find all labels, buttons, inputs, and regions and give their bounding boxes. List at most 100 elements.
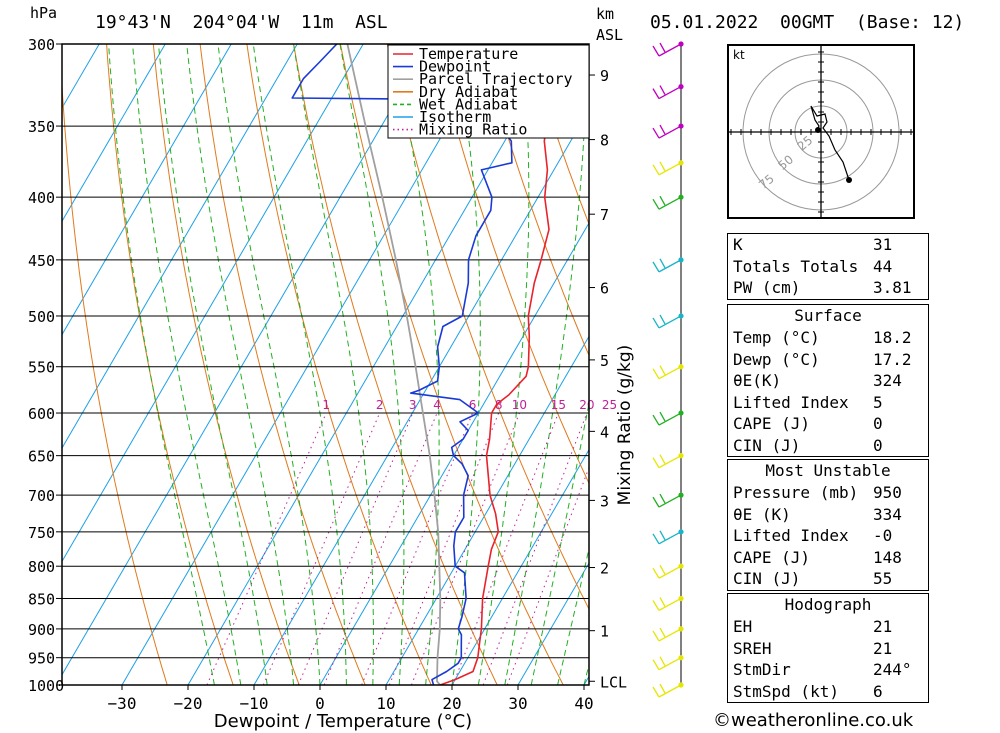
stat-label: θE(K): [733, 371, 782, 390]
isotherm-line: [385, 335, 589, 685]
stat-value: 3.81: [873, 278, 912, 297]
most-unstable-title: Most Unstable: [765, 461, 891, 480]
pressure-tick-label: 600: [28, 405, 55, 423]
hodograph-ring-label: 25: [795, 133, 816, 154]
height-tick-label: 8: [600, 132, 609, 150]
dry-adiabat-line: [106, 44, 234, 685]
x-tick-label: 0: [315, 694, 325, 713]
pressure-unit-label: hPa: [30, 4, 58, 22]
wind-barb: [652, 84, 684, 100]
most-unstable-panel: Most Unstable Pressure (mb) 950 θE (K) 334 L…: [727, 459, 929, 591]
pressure-tick-label: 700: [28, 487, 55, 505]
dry-adiabat-line: [715, 44, 720, 685]
mixing-ratio-axis-title: Mixing Ratio (g/kg): [615, 345, 635, 506]
dry-adiabat-line: [62, 76, 168, 685]
stat-value: 17.2: [873, 349, 912, 369]
wind-barb: [652, 194, 684, 210]
wet-adiabat-line: [339, 44, 405, 685]
dry-adiabat-line: [433, 44, 589, 485]
stat-label: Temp (°C): [733, 328, 820, 347]
stat-row: PW (cm) 3.81: [728, 277, 928, 299]
dry-adiabat-line: [480, 44, 589, 357]
x-tick-label: −30: [108, 694, 137, 713]
pressure-tick-label: 500: [28, 308, 55, 326]
legend-label: Dry Adiabat: [419, 83, 518, 101]
mixing-ratio-label: 4: [433, 398, 441, 412]
stat-row: Totals Totals 44: [728, 256, 928, 278]
isotherm-line: [451, 448, 589, 685]
hodograph-stats-panel: Hodograph EH 21 SREH 21 StmDir 244° StmSpd (kt…: [727, 593, 929, 703]
stat-label: SREH: [733, 638, 772, 658]
plot-frame: [61, 43, 590, 686]
isotherm-line: [253, 108, 589, 685]
height-unit-asl: ASL: [596, 26, 624, 44]
stat-label: Pressure (mb): [733, 483, 859, 502]
parcel-trajectory-curve: [346, 44, 442, 685]
stat-value: 21: [873, 617, 893, 636]
stat-value: 244°: [873, 660, 912, 679]
mixing-ratio-label: 3: [409, 398, 417, 412]
stat-row: Pressure (mb) 950: [728, 482, 928, 504]
legend-label: Parcel Trajectory: [419, 70, 573, 88]
isotherm-line: [319, 222, 589, 685]
hodograph-endpoint: [846, 177, 852, 183]
stat-label: Lifted Index: [733, 392, 849, 412]
wind-barb: [652, 410, 684, 426]
isotherm-line: [62, 44, 364, 563]
stat-row: CIN (J) 0: [728, 435, 928, 457]
wind-barb: [652, 682, 684, 698]
stat-row: θE (K) 334: [728, 504, 928, 526]
isotherm-line: [62, 44, 430, 676]
mixing-ratio-label: 20: [579, 398, 594, 412]
stat-row: StmDir 244°: [728, 659, 928, 681]
x-tick-label: 10: [376, 694, 395, 713]
stat-value: 44: [873, 256, 893, 276]
stat-value: 0: [873, 435, 883, 455]
height-tick-label: 1: [600, 623, 609, 641]
stat-row: θE(K) 324: [728, 370, 928, 392]
wet-adiabat-line: [393, 44, 440, 685]
height-tick-label: 5: [600, 352, 609, 370]
stat-label: CAPE (J): [733, 414, 811, 433]
stat-value: 0: [873, 414, 883, 433]
x-tick-label: −10: [240, 694, 269, 713]
wind-barb: [652, 529, 684, 545]
stat-value: 148: [873, 547, 902, 567]
mixing-ratio-label: 1: [322, 398, 330, 412]
isotherm-line: [187, 44, 562, 685]
mixing-ratio-line: [323, 412, 438, 685]
stat-label: θE (K): [733, 504, 791, 524]
wet-adiabat-line: [252, 44, 347, 685]
stat-value: 324: [873, 371, 902, 390]
x-tick-label: 40: [574, 694, 593, 713]
pressure-tick-label: 800: [28, 558, 55, 576]
wind-barb: [652, 492, 684, 508]
mixing-ratio-line: [262, 412, 381, 685]
stat-row: Temp (°C) 18.2: [728, 327, 928, 349]
stat-label: Totals Totals: [733, 256, 859, 276]
dry-adiabat-line: [573, 44, 589, 90]
pressure-tick-label: 550: [28, 359, 55, 377]
wet-adiabat-line: [477, 44, 530, 685]
mixing-ratio-label: 8: [495, 398, 503, 412]
mixing-ratio-line: [452, 412, 559, 685]
stat-row: CIN (J) 55: [728, 568, 928, 590]
wind-barb: [652, 257, 684, 273]
hodograph-stats-title: Hodograph: [784, 595, 872, 614]
pressure-tick-label: 350: [28, 118, 55, 136]
isotherm-line: [650, 44, 720, 685]
wind-barb: [652, 364, 684, 380]
stat-value: 5: [873, 392, 883, 412]
stat-value: 21: [873, 638, 893, 658]
hodograph-ring-label: 75: [756, 171, 777, 192]
stat-row: CAPE (J) 0: [728, 413, 928, 435]
dry-adiabat-line: [293, 44, 498, 685]
stat-label: StmSpd (kt): [733, 681, 839, 701]
pressure-tick-label: 750: [28, 524, 55, 542]
mixing-ratio-label: 15: [551, 398, 566, 412]
height-tick-label: LCL: [600, 673, 627, 691]
height-tick-label: 7: [600, 206, 609, 224]
stat-label: CIN (J): [733, 569, 801, 588]
height-unit-km: km: [596, 5, 615, 23]
stat-row: K 31: [728, 234, 928, 256]
